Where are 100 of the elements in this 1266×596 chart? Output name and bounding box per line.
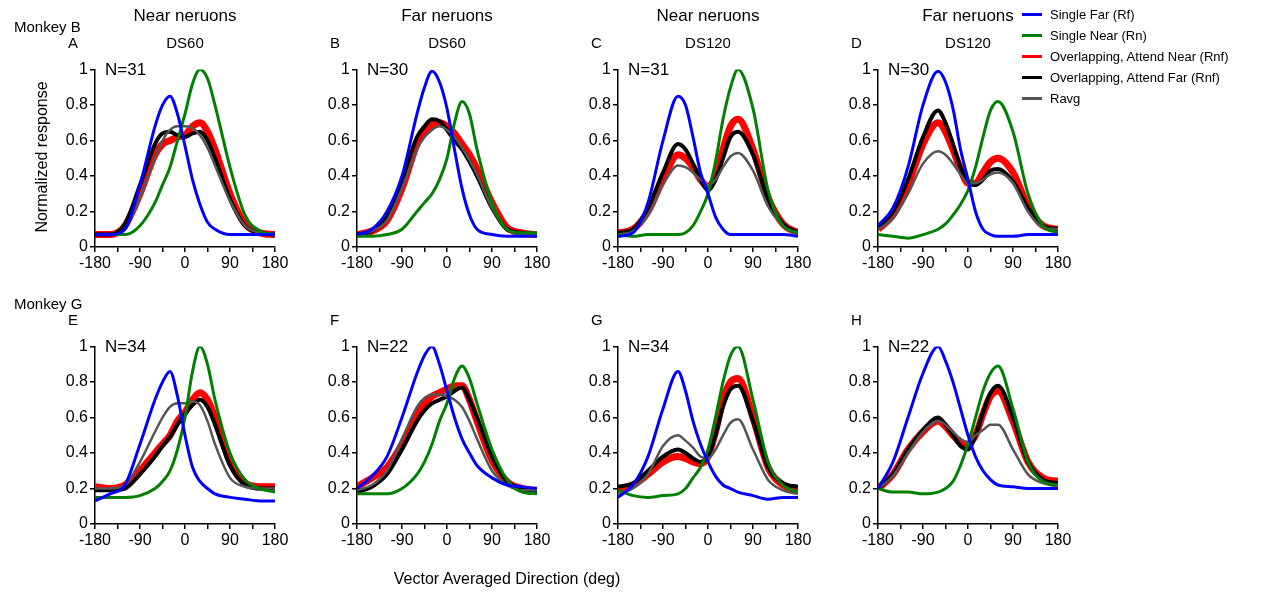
x-tick-label: -90	[651, 531, 675, 549]
annotation: N=34	[105, 337, 147, 357]
x-tick-label: -90	[390, 254, 414, 272]
text: E	[68, 311, 79, 328]
text: D	[851, 34, 862, 51]
y-tick-label: 0.4	[588, 166, 612, 184]
x-tick-label: 90	[483, 531, 501, 549]
text: B	[330, 34, 341, 51]
chart-title: Far neruons	[401, 6, 493, 26]
y-axis-title: Normalized response	[33, 80, 51, 233]
x-tick-label: 0	[442, 531, 452, 549]
y-tick-label: 0.8	[327, 95, 351, 113]
y-tick-label: 1	[341, 60, 351, 78]
text: F	[330, 311, 340, 328]
y-tick-label: 0.8	[327, 372, 351, 390]
x-tick-label: -180	[601, 531, 635, 549]
annotation: N=30	[367, 60, 409, 80]
legend-label: Overlapping, Attend Near (Rnf)	[1050, 49, 1229, 64]
y-tick-label: 1	[79, 60, 89, 78]
y-tick-label: 0	[862, 514, 872, 532]
x-tick-label: 0	[180, 531, 190, 549]
x-tick-label: -90	[390, 531, 414, 549]
y-tick-label: 0.6	[327, 407, 351, 425]
y-tick-label: 0.4	[65, 166, 89, 184]
y-tick-label: 0.8	[65, 372, 89, 390]
x-tick-label: 90	[744, 254, 762, 272]
y-tick-label: 0.6	[65, 407, 89, 425]
y-tick-label: 0.2	[327, 201, 351, 219]
x-tick-label: -180	[861, 254, 895, 272]
x-tick-label: -180	[601, 254, 635, 272]
y-tick-label: 0.8	[848, 95, 872, 113]
text: Monkey B	[14, 18, 81, 35]
x-tick-label: 0	[963, 254, 973, 272]
chart-title: Near neruons	[656, 6, 760, 26]
x-tick-label: 180	[523, 531, 551, 549]
y-tick-label: 0.2	[588, 478, 612, 496]
text: H	[851, 311, 862, 328]
y-tick-label: 0.6	[848, 130, 872, 148]
y-tick-label: 0.4	[848, 166, 872, 184]
text: Monkey G	[14, 295, 83, 312]
chart-subtitle: DS120	[945, 34, 991, 51]
x-tick-label: 90	[1004, 254, 1022, 272]
legend-label: Overlapping, Attend Far (Rnf)	[1050, 70, 1220, 85]
y-tick-label: 0.4	[327, 166, 351, 184]
y-tick-label: 0.6	[588, 407, 612, 425]
x-tick-label: -90	[128, 531, 152, 549]
x-tick-label: -180	[340, 254, 374, 272]
y-tick-label: 0.4	[327, 443, 351, 461]
y-tick-label: 0.2	[65, 478, 89, 496]
y-tick-label: 0.8	[848, 372, 872, 390]
x-tick-label: 0	[703, 531, 713, 549]
x-tick-label: 180	[523, 254, 551, 272]
legend-label: Single Far (Rf)	[1050, 7, 1135, 22]
y-tick-label: 0.6	[588, 130, 612, 148]
text: C	[591, 34, 602, 51]
annotation: N=30	[888, 60, 930, 80]
annotation: N=22	[367, 337, 409, 357]
x-tick-label: 180	[784, 254, 812, 272]
legend-label: Single Near (Rn)	[1050, 28, 1147, 43]
x-tick-label: 180	[261, 531, 289, 549]
y-tick-label: 1	[862, 337, 872, 355]
x-tick-label: 90	[744, 531, 762, 549]
legend-label: Ravg	[1050, 91, 1081, 106]
y-tick-label: 0	[341, 514, 351, 532]
x-tick-label: 180	[784, 531, 812, 549]
y-tick-label: 0.8	[65, 95, 89, 113]
x-tick-label: -180	[78, 254, 112, 272]
x-tick-label: 0	[180, 254, 190, 272]
y-tick-label: 0	[79, 514, 89, 532]
x-tick-label: -180	[78, 531, 112, 549]
y-tick-label: 0.2	[848, 478, 872, 496]
x-tick-label: 180	[1044, 531, 1072, 549]
x-tick-label: 90	[221, 254, 239, 272]
y-tick-label: 0.4	[588, 443, 612, 461]
x-tick-label: 0	[963, 531, 973, 549]
y-tick-label: 1	[341, 337, 351, 355]
y-tick-label: 0	[862, 237, 872, 255]
annotation: N=22	[888, 337, 930, 357]
annotation: N=34	[628, 337, 670, 357]
y-tick-label: 0.6	[327, 130, 351, 148]
y-tick-label: 0.6	[848, 407, 872, 425]
chart-subtitle: DS120	[685, 34, 731, 51]
y-tick-label: 0.2	[848, 201, 872, 219]
y-tick-label: 1	[79, 337, 89, 355]
annotation: N=31	[105, 60, 147, 80]
y-tick-label: 0	[602, 514, 612, 532]
y-tick-label: 0.8	[588, 372, 612, 390]
chart-subtitle: DS60	[166, 34, 204, 51]
x-axis-title: Vector Averaged Direction (deg)	[393, 570, 621, 588]
y-tick-label: 1	[602, 337, 612, 355]
y-tick-label: 0.4	[65, 443, 89, 461]
text: A	[68, 34, 79, 51]
text: G	[591, 311, 603, 328]
x-tick-label: -180	[861, 531, 895, 549]
x-tick-label: -90	[911, 254, 935, 272]
annotation: N=31	[628, 60, 670, 80]
y-tick-label: 0	[602, 237, 612, 255]
y-tick-label: 0.2	[588, 201, 612, 219]
x-tick-label: -90	[128, 254, 152, 272]
chart-subtitle: DS60	[428, 34, 466, 51]
